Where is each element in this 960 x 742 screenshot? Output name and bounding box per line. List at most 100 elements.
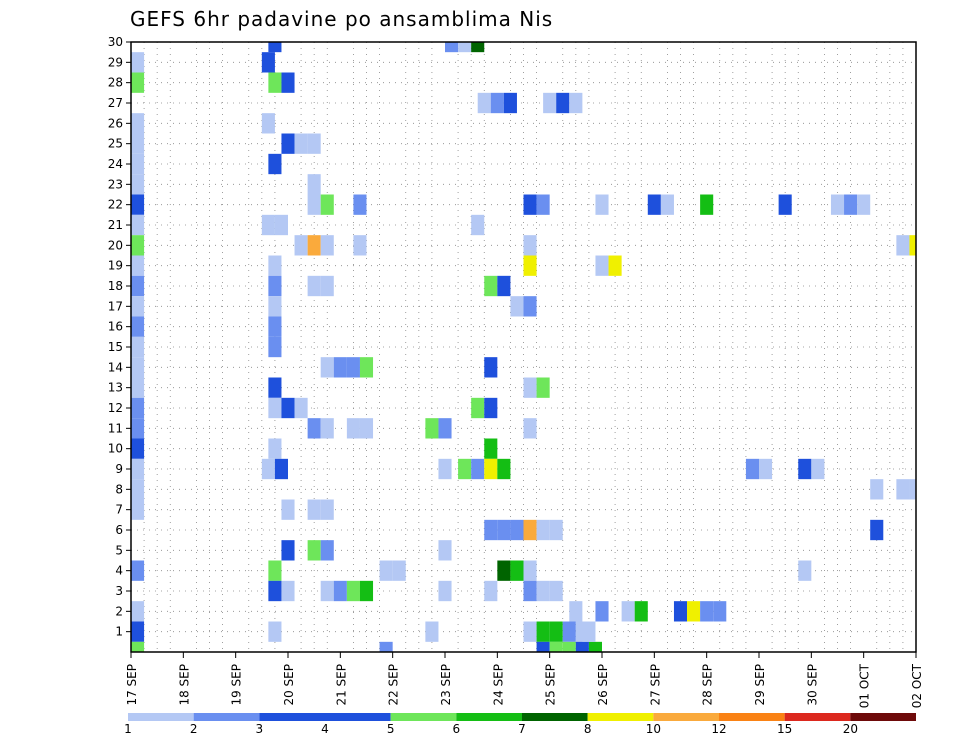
heatmap-cell bbox=[510, 560, 524, 581]
heatmap-cell bbox=[320, 499, 334, 520]
heatmap-cell bbox=[268, 580, 282, 602]
y-tick-label: 22 bbox=[108, 198, 123, 212]
heatmap-cell bbox=[549, 641, 563, 652]
heatmap-cell bbox=[131, 235, 145, 256]
heatmap-cell bbox=[523, 235, 537, 256]
heatmap-cell bbox=[549, 580, 563, 602]
heatmap-cell bbox=[700, 194, 714, 215]
heatmap-cell bbox=[346, 580, 360, 602]
x-tick-label: 17 SEP bbox=[125, 664, 139, 706]
y-tick-label: 12 bbox=[108, 401, 123, 415]
x-tick-label: 23 SEP bbox=[439, 664, 453, 706]
colorbar-label: 8 bbox=[584, 722, 592, 736]
heatmap-cell bbox=[484, 275, 498, 297]
heatmap-cell bbox=[484, 438, 498, 459]
heatmap-cell bbox=[131, 174, 145, 195]
heatmap-cell bbox=[131, 214, 145, 236]
heatmap-cells bbox=[131, 42, 916, 652]
heatmap-cell bbox=[307, 235, 321, 256]
heatmap-cell bbox=[713, 601, 727, 622]
heatmap-cell bbox=[320, 194, 334, 215]
y-tick-label: 13 bbox=[108, 381, 123, 395]
heatmap-cell bbox=[359, 418, 374, 439]
heatmap-cell bbox=[131, 336, 145, 358]
heatmap-cell bbox=[268, 316, 282, 337]
y-tick-label: 15 bbox=[108, 340, 123, 354]
heatmap-cell bbox=[497, 458, 511, 480]
heatmap-cell bbox=[131, 72, 145, 93]
heatmap-cell bbox=[844, 194, 858, 215]
colorbar-label: 6 bbox=[453, 722, 461, 736]
colorbar-label: 10 bbox=[646, 722, 661, 736]
heatmap-cell bbox=[131, 316, 145, 337]
heatmap-cell bbox=[857, 194, 871, 215]
heatmap-cell bbox=[536, 519, 550, 541]
heatmap-cell bbox=[582, 621, 596, 642]
heatmap-cell bbox=[307, 174, 321, 195]
colorbar-segment bbox=[653, 713, 719, 721]
x-tick-label: 19 SEP bbox=[230, 664, 244, 706]
heatmap-cell bbox=[353, 194, 367, 215]
y-tick-label: 2 bbox=[115, 604, 123, 618]
heatmap-cell bbox=[484, 580, 498, 602]
heatmap-cell bbox=[870, 519, 884, 541]
heatmap-cell bbox=[477, 92, 491, 114]
heatmap-cell bbox=[523, 418, 537, 439]
y-tick-label: 7 bbox=[115, 503, 123, 517]
y-tick-label: 16 bbox=[108, 320, 123, 334]
heatmap-cell bbox=[471, 214, 485, 236]
heatmap-cell bbox=[562, 621, 576, 642]
y-tick-label: 17 bbox=[108, 299, 123, 313]
colorbar-segment bbox=[850, 713, 916, 721]
heatmap-cell bbox=[523, 621, 537, 642]
heatmap-cell bbox=[346, 418, 360, 439]
colorbar-label: 20 bbox=[843, 722, 858, 736]
colorbar-label: 4 bbox=[321, 722, 329, 736]
heatmap-cell bbox=[909, 235, 916, 256]
heatmap-cell bbox=[320, 275, 334, 297]
heatmap-cell bbox=[595, 194, 609, 215]
heatmap-cell bbox=[595, 601, 609, 622]
y-tick-label: 18 bbox=[108, 279, 123, 293]
heatmap-cell bbox=[320, 235, 334, 256]
heatmap-cell bbox=[307, 418, 321, 439]
colorbar-label: 12 bbox=[711, 722, 726, 736]
heatmap-cell bbox=[569, 601, 583, 622]
heatmap-cell bbox=[307, 194, 321, 215]
heatmap-cell bbox=[131, 397, 145, 419]
heatmap-cell bbox=[131, 641, 145, 652]
heatmap-cell bbox=[333, 357, 347, 378]
heatmap-cell bbox=[438, 580, 452, 602]
heatmap-cell bbox=[131, 377, 145, 398]
heatmap-cell bbox=[268, 72, 282, 93]
heatmap-cell bbox=[490, 92, 504, 114]
heatmap-cell bbox=[268, 296, 282, 317]
heatmap-cell bbox=[438, 540, 452, 561]
heatmap-cell bbox=[569, 92, 583, 114]
heatmap-cell bbox=[556, 92, 570, 114]
heatmap-cell bbox=[909, 479, 916, 500]
heatmap-cell bbox=[261, 113, 275, 134]
heatmap-cell bbox=[268, 255, 282, 276]
heatmap-cell bbox=[307, 133, 321, 154]
heatmap-cell bbox=[294, 235, 308, 256]
heatmap-cell bbox=[673, 601, 688, 622]
heatmap-cell bbox=[131, 479, 145, 500]
heatmap-cell bbox=[497, 519, 511, 541]
heatmap-cell bbox=[503, 92, 517, 114]
heatmap-cell bbox=[268, 275, 282, 297]
heatmap-cell bbox=[523, 296, 537, 317]
chart-title: GEFS 6hr padavine po ansamblima Nis bbox=[130, 7, 553, 31]
x-tick-label: 26 SEP bbox=[596, 664, 610, 706]
heatmap-cell bbox=[307, 275, 321, 297]
heatmap-cell bbox=[379, 641, 393, 652]
heatmap-cell bbox=[458, 42, 472, 53]
heatmap-cell bbox=[471, 458, 485, 480]
heatmap-cell bbox=[320, 418, 334, 439]
heatmap-cell bbox=[281, 540, 295, 561]
heatmap-cell bbox=[562, 641, 576, 652]
colorbar-segment bbox=[456, 713, 522, 721]
heatmap-cell bbox=[595, 255, 609, 276]
heatmap-cell bbox=[660, 194, 674, 215]
heatmap-cell bbox=[484, 397, 498, 419]
